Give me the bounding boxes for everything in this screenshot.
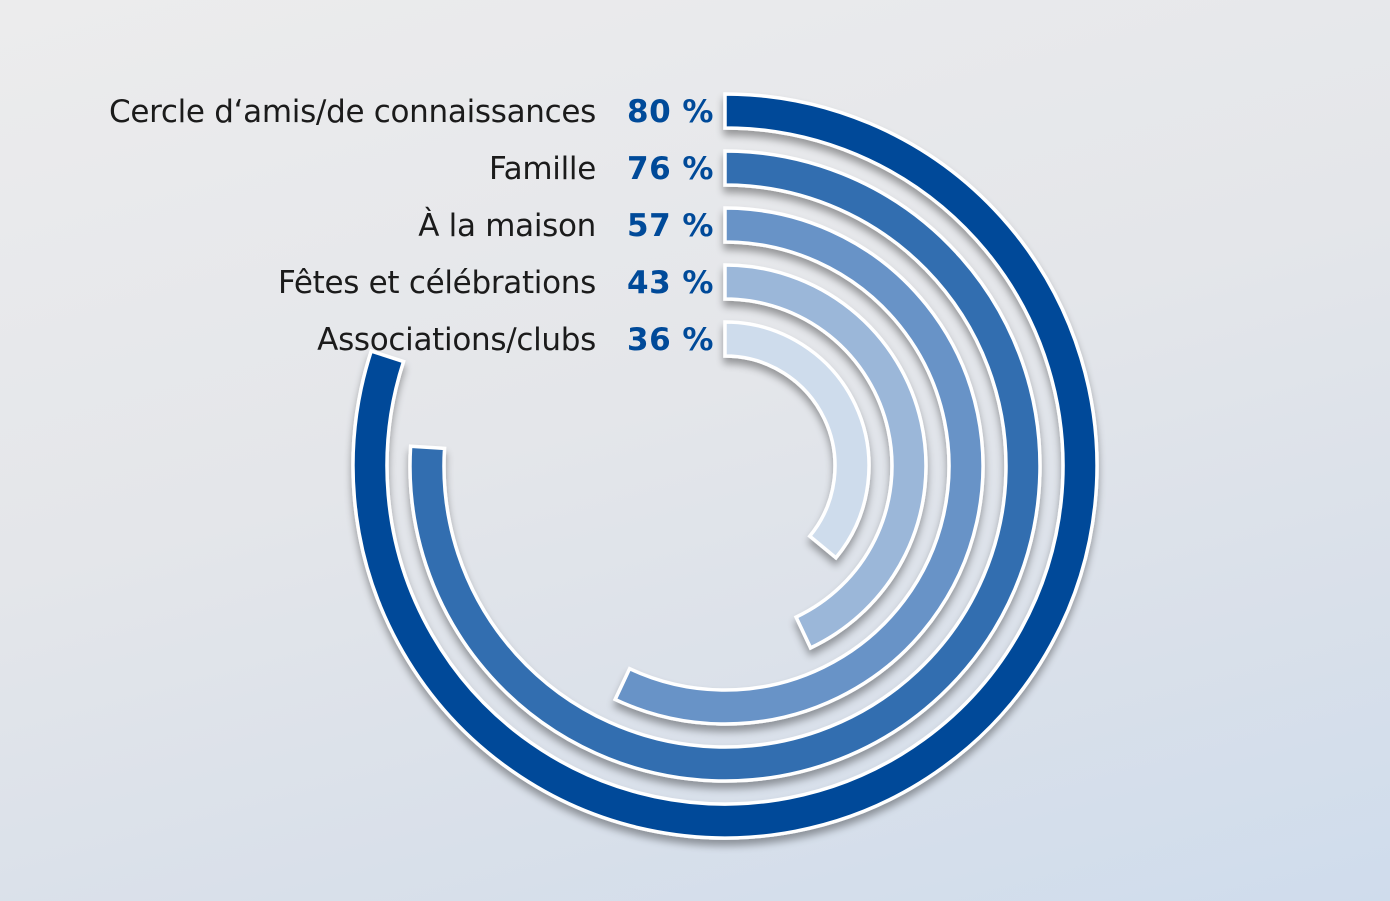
category-label-1: Cercle d‘amis/de connaissances — [109, 94, 596, 130]
ring-bar-2 — [408, 149, 1042, 783]
value-label-1: 80 % — [627, 94, 714, 130]
ring-bar-3 — [612, 206, 985, 726]
label-group: Cercle d‘amis/de connaissances 80 % Famill… — [109, 94, 714, 358]
value-label-5: 36 % — [627, 322, 714, 358]
category-label-5: Associations/clubs — [317, 322, 596, 358]
category-label-3: À la maison — [418, 208, 596, 244]
ring-bar-4 — [723, 263, 928, 651]
value-label-2: 76 % — [627, 151, 714, 187]
category-label-4: Fêtes et célébrations — [278, 265, 596, 301]
value-label-4: 43 % — [627, 265, 714, 301]
category-label-2: Famille — [489, 151, 596, 187]
ring-group — [351, 92, 1099, 840]
value-label-3: 57 % — [627, 208, 714, 244]
ring-bar-5 — [723, 320, 871, 561]
ring-bar-1 — [351, 92, 1099, 840]
